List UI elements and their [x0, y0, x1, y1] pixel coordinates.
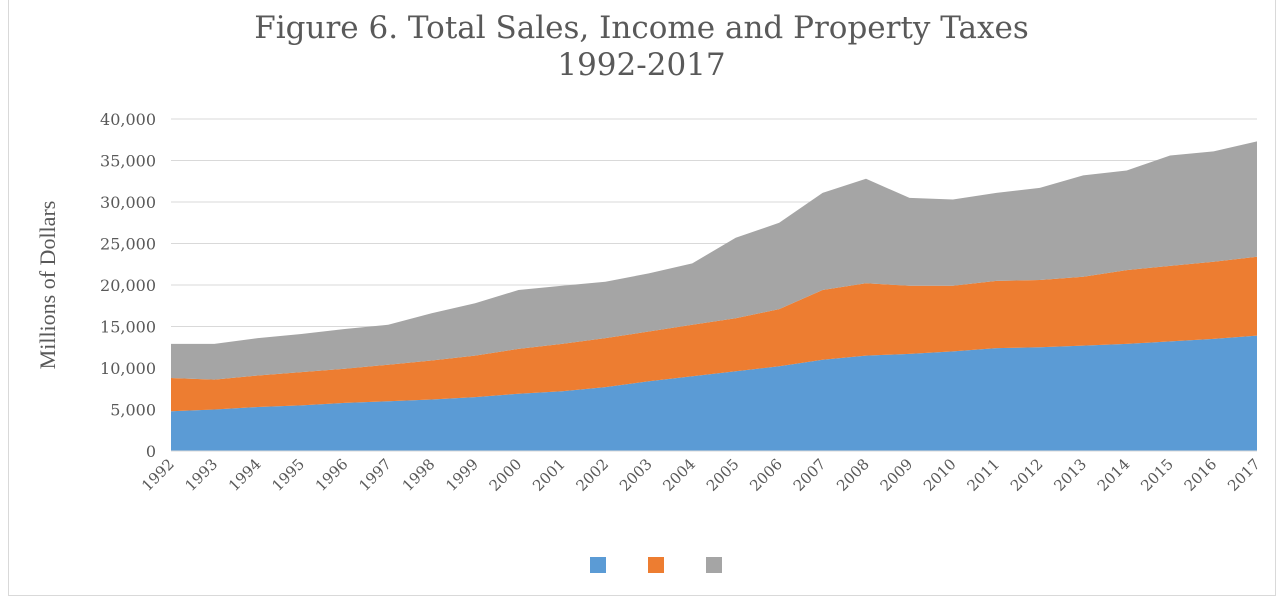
chart-frame	[8, 0, 1276, 596]
x-tick-label: 1992	[138, 455, 178, 495]
chart-title-line1: Figure 6. Total Sales, Income and Proper…	[254, 10, 1029, 46]
x-tick-label: 2015	[1137, 455, 1177, 495]
y-tick-label: 0	[146, 442, 156, 461]
y-tick-label: 10,000	[100, 359, 156, 378]
x-tick-label: 2017	[1224, 455, 1264, 495]
x-tick-label: 2000	[486, 455, 526, 495]
y-tick-label: 20,000	[100, 276, 156, 295]
x-tick-label: 1996	[312, 455, 352, 495]
area-series-1	[171, 335, 1257, 451]
x-tick-label: 2010	[920, 455, 960, 495]
x-tick-label: 2007	[790, 455, 830, 495]
x-tick-label: 2013	[1050, 455, 1090, 495]
x-tick-label: 1995	[268, 455, 308, 495]
legend-swatch-1	[590, 557, 606, 573]
legend	[590, 557, 722, 573]
chart-subtitle: 1992-2017	[557, 47, 726, 83]
x-tick-label: 2005	[703, 455, 743, 495]
y-axis-ticks: 0 5,000 10,000 15,000 20,000 25,000 30,000 35,0…	[100, 110, 156, 461]
x-tick-label: 2006	[746, 455, 786, 495]
x-tick-label: 2011	[963, 455, 1003, 495]
y-tick-label: 35,000	[100, 152, 156, 171]
y-tick-label: 5,000	[110, 401, 156, 420]
x-axis-ticks: 1992 1993 1994 1995 1996 1997 1998 1999 2000 2001…	[138, 450, 1264, 495]
legend-swatch-2	[648, 557, 664, 573]
x-tick-label: 2012	[1007, 455, 1047, 495]
x-tick-label: 1997	[355, 455, 395, 495]
x-tick-label: 2014	[1094, 455, 1134, 495]
x-tick-label: 2009	[877, 455, 917, 495]
area-series-2	[171, 256, 1257, 412]
legend-swatch-3	[706, 557, 722, 573]
y-tick-label: 25,000	[100, 235, 156, 254]
chart-title: Figure 6. Total Sales, Income and Proper…	[0, 10, 1283, 84]
x-tick-label: 1999	[442, 455, 482, 495]
y-tick-label: 30,000	[100, 193, 156, 212]
x-tick-label: 2008	[833, 455, 873, 495]
area-series-3	[171, 141, 1257, 380]
y-tick-label: 15,000	[100, 318, 156, 337]
x-tick-label: 2016	[1181, 455, 1221, 495]
y-tick-label: 40,000	[100, 110, 156, 129]
x-tick-label: 1993	[182, 455, 222, 495]
plot-areas	[171, 141, 1257, 451]
x-tick-label: 1998	[399, 455, 439, 495]
x-tick-label: 2003	[616, 455, 656, 495]
x-tick-label: 2002	[572, 455, 612, 495]
x-tick-label: 1994	[225, 455, 265, 495]
x-tick-label: 2001	[529, 455, 569, 495]
x-tick-label: 2004	[659, 455, 699, 495]
